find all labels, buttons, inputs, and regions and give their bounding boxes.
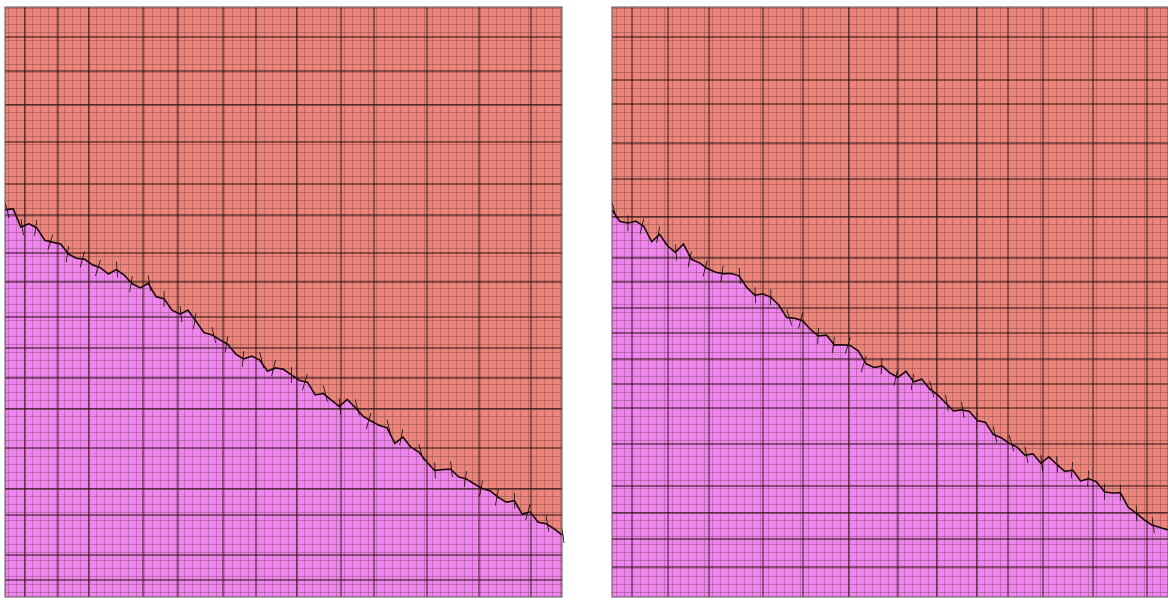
mesh-panel — [612, 7, 1168, 597]
interface-element — [755, 287, 756, 303]
mesh-figure — [0, 0, 1168, 598]
mesh-grid — [612, 7, 1168, 597]
page: (() => { const svg = document.getElement… — [0, 0, 1168, 598]
mesh-panel — [5, 7, 564, 597]
